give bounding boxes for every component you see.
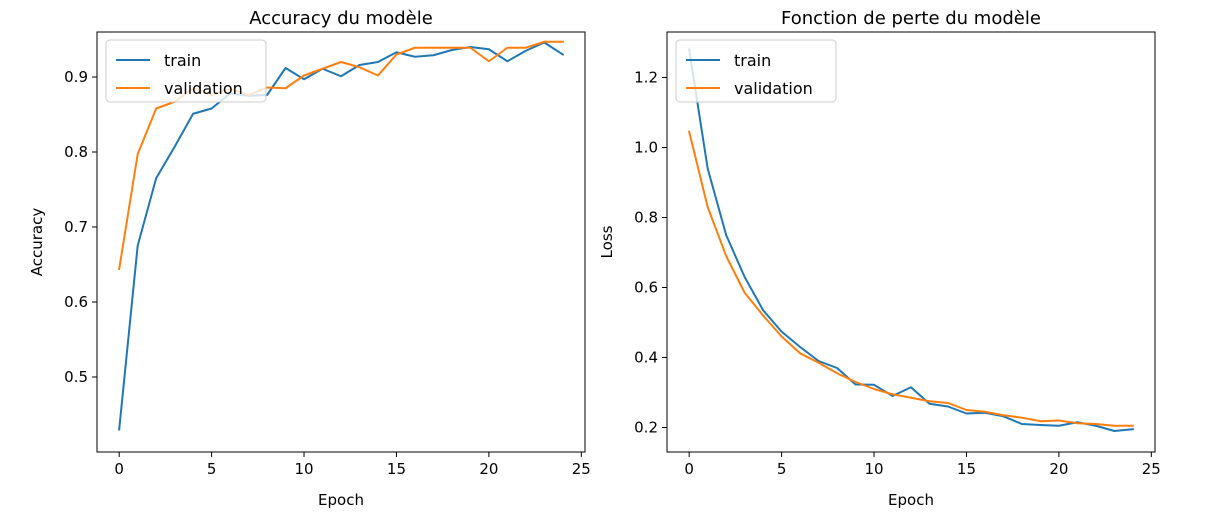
accuracy-ytick-label: 0.9 [64, 68, 88, 86]
accuracy-ytick-label: 0.8 [64, 143, 88, 161]
accuracy-xtick-label: 15 [387, 460, 406, 478]
loss-xtick-label: 20 [1049, 460, 1068, 478]
accuracy-y-axis-label: Accuracy [28, 208, 46, 277]
accuracy-axes-frame [96, 31, 586, 453]
accuracy-xtick-label: 5 [207, 460, 217, 478]
loss-legend-box [675, 39, 837, 103]
accuracy-legend-validation-label: validation [164, 79, 243, 98]
loss-axes-frame [666, 31, 1156, 453]
loss-xtick-label: 0 [684, 460, 694, 478]
accuracy-ytick-label: 0.5 [64, 368, 88, 386]
loss-xtick-label: 10 [864, 460, 883, 478]
accuracy-legend-train-label: train [164, 51, 201, 70]
accuracy-legend: train validation [105, 39, 267, 103]
accuracy-xtick-label: 10 [294, 460, 313, 478]
loss-chart: Fonction de perte du modèle 0 5 10 15 20 25 0.2… [598, 8, 1161, 509]
loss-ytick-label: 0.4 [634, 349, 658, 367]
loss-legend-validation-label: validation [734, 79, 813, 98]
loss-series-train-line [688, 48, 1134, 432]
loss-legend-train-label: train [734, 51, 771, 70]
accuracy-xtick-label: 25 [572, 460, 591, 478]
loss-xtick-label: 25 [1142, 460, 1161, 478]
loss-ytick-label: 1.2 [634, 69, 658, 87]
loss-xtick-label: 15 [957, 460, 976, 478]
accuracy-legend-box [105, 39, 267, 103]
loss-legend: train validation [675, 39, 837, 103]
accuracy-x-axis-label: Epoch [318, 491, 364, 509]
loss-x-axis-label: Epoch [888, 491, 934, 509]
accuracy-chart: Accuracy du modèle 0 5 10 15 20 25 0.5 0.6 0.7 0.8… [28, 8, 591, 509]
accuracy-ytick-label: 0.7 [64, 218, 88, 236]
loss-ytick-label: 0.8 [634, 209, 658, 227]
loss-series-validation-line [687, 130, 1134, 427]
loss-xtick-label: 5 [777, 460, 787, 478]
accuracy-chart-title: Accuracy du modèle [249, 8, 433, 29]
accuracy-xtick-label: 20 [479, 460, 498, 478]
loss-chart-title: Fonction de perte du modèle [781, 8, 1041, 29]
loss-ytick-label: 0.2 [634, 419, 658, 437]
loss-ytick-label: 1.0 [634, 139, 658, 157]
accuracy-xtick-label: 0 [114, 460, 124, 478]
loss-y-axis-label: Loss [598, 225, 616, 258]
accuracy-ytick-label: 0.6 [64, 293, 88, 311]
accuracy-series-train-line [118, 41, 565, 431]
loss-ytick-label: 0.6 [634, 279, 658, 297]
